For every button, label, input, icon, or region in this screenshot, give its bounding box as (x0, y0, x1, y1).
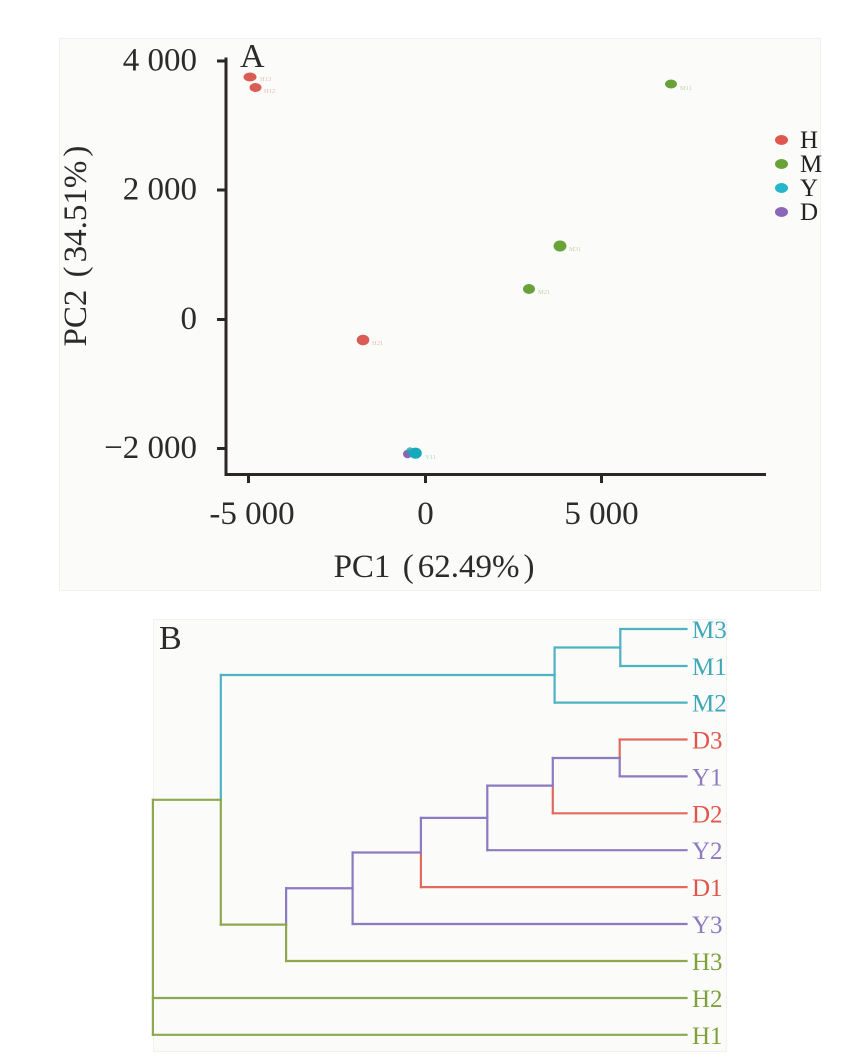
svg-text:Y: Y (800, 175, 818, 202)
svg-text:H3: H3 (692, 949, 723, 976)
svg-text:Y3: Y3 (692, 912, 723, 939)
svg-text:H2: H2 (692, 986, 723, 1013)
svg-text:M11: M11 (680, 85, 692, 92)
svg-text:M: M (800, 151, 822, 178)
svg-text:H: H (800, 127, 818, 154)
svg-text:M3: M3 (692, 617, 727, 644)
svg-text:4 000: 4 000 (123, 43, 197, 79)
svg-text:M31: M31 (569, 246, 581, 253)
svg-text:Y1: Y1 (692, 764, 723, 791)
svg-text:H13: H13 (260, 76, 271, 83)
svg-text:PC1 (62.49%): PC1 (62.49%) (334, 549, 535, 585)
svg-text:2 000: 2 000 (123, 172, 197, 208)
svg-text:0: 0 (181, 301, 198, 337)
svg-text:M1: M1 (692, 654, 727, 681)
svg-text:Y2: Y2 (692, 838, 723, 865)
svg-text:M2: M2 (692, 691, 727, 718)
svg-text:B: B (159, 620, 182, 657)
svg-text:H12: H12 (264, 88, 275, 95)
svg-text:D2: D2 (692, 801, 723, 828)
svg-text:M21: M21 (538, 289, 550, 296)
svg-text:H1: H1 (692, 1023, 723, 1050)
svg-text:-5 000: -5 000 (209, 496, 294, 532)
svg-text:D1: D1 (692, 875, 723, 902)
svg-text:D3: D3 (692, 728, 723, 755)
svg-text:H21: H21 (372, 340, 383, 347)
svg-text:D: D (800, 199, 818, 226)
svg-text:Y11: Y11 (425, 454, 436, 461)
svg-text:A: A (240, 38, 265, 75)
svg-text:0: 0 (417, 496, 434, 532)
svg-text:5 000: 5 000 (564, 496, 638, 532)
svg-text:−2 000: −2 000 (104, 430, 197, 466)
svg-text:PC2 (34.51%): PC2 (34.51%) (58, 146, 94, 347)
